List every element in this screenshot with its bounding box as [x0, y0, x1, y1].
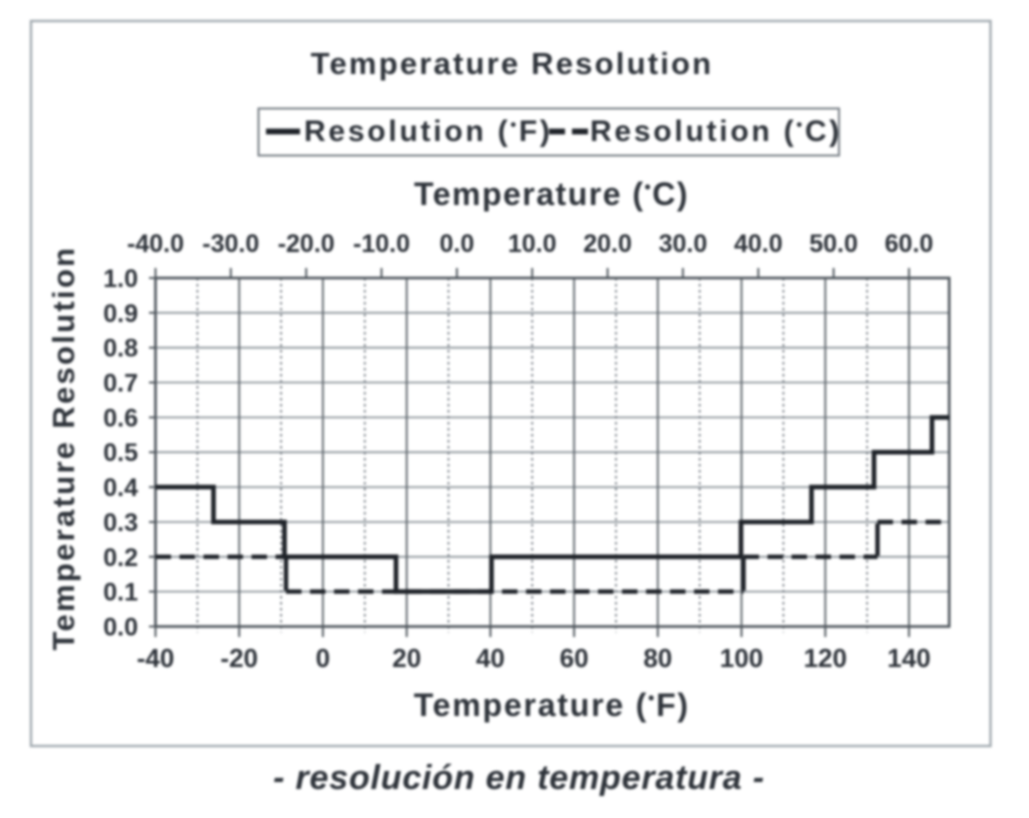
- svg-text:60.0: 60.0: [885, 230, 934, 258]
- svg-text:0.9: 0.9: [103, 300, 138, 328]
- svg-text:-20: -20: [220, 643, 258, 673]
- svg-text:-40: -40: [137, 643, 175, 673]
- svg-text:Resolution (•​C): Resolution (•​C): [590, 115, 842, 148]
- svg-text:0.0: 0.0: [440, 230, 475, 258]
- svg-text:20.0: 20.0: [583, 230, 632, 258]
- svg-text:40: 40: [476, 643, 505, 673]
- svg-text:0.2: 0.2: [103, 544, 138, 572]
- svg-text:0.8: 0.8: [103, 335, 138, 363]
- svg-text:0.7: 0.7: [103, 370, 138, 398]
- svg-text:1.0: 1.0: [103, 265, 138, 293]
- svg-text:0.0: 0.0: [103, 614, 138, 642]
- svg-text:Temperature (•​F): Temperature (•​F): [414, 687, 690, 723]
- svg-text:0.4: 0.4: [103, 474, 138, 502]
- svg-text:50.0: 50.0: [809, 230, 858, 258]
- svg-text:-30.0: -30.0: [202, 230, 259, 258]
- svg-text:0.3: 0.3: [103, 509, 138, 537]
- svg-text:100: 100: [720, 643, 763, 673]
- svg-text:10.0: 10.0: [508, 230, 557, 258]
- svg-text:Temperature Resolution: Temperature Resolution: [311, 46, 714, 81]
- svg-text:0.1: 0.1: [103, 579, 138, 607]
- svg-text:140: 140: [887, 643, 930, 673]
- svg-text:60: 60: [560, 643, 589, 673]
- svg-text:0: 0: [316, 643, 330, 673]
- svg-text:40.0: 40.0: [734, 230, 783, 258]
- svg-text:-10.0: -10.0: [353, 230, 410, 258]
- svg-text:Resolution (•​F): Resolution (•​F): [304, 115, 553, 148]
- svg-text:Temperature (•​C): Temperature (•​C): [414, 176, 689, 212]
- svg-text:80: 80: [643, 643, 672, 673]
- svg-text:30.0: 30.0: [659, 230, 708, 258]
- svg-text:-20.0: -20.0: [278, 230, 335, 258]
- svg-text:- resolución en temperatura -: - resolución en temperatura -: [273, 759, 765, 797]
- svg-text:120: 120: [804, 643, 847, 673]
- svg-text:20: 20: [392, 643, 421, 673]
- svg-text:0.5: 0.5: [103, 439, 138, 467]
- svg-text:-40.0: -40.0: [127, 230, 184, 258]
- svg-text:Temperature Resolution: Temperature Resolution: [46, 246, 81, 651]
- svg-text:0.6: 0.6: [103, 404, 138, 432]
